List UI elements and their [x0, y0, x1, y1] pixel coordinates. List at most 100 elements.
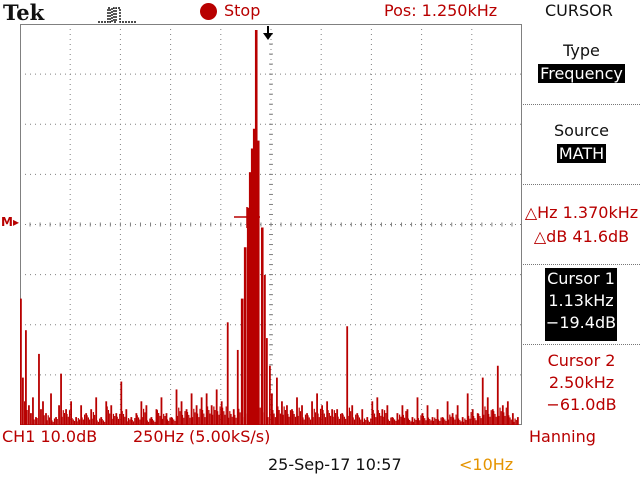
spectrum-bar [220, 401, 223, 425]
trigger-frequency: <10Hz [459, 455, 514, 474]
spectrum-noise [222, 407, 224, 425]
spectrum-noise [204, 417, 206, 425]
spectrum-noise [231, 416, 233, 425]
spectrum-bar [376, 397, 379, 425]
cursor-crosshair-icon[interactable] [234, 207, 260, 228]
spectrum-bar [120, 381, 123, 425]
spectrum-noise [508, 415, 510, 425]
spectrum-noise [84, 414, 86, 425]
spectrum-noise [460, 421, 462, 425]
spectrum-noise [430, 420, 432, 425]
spectrum-bar [371, 401, 374, 425]
spectrum-noise [76, 421, 78, 425]
spectrum-noise [473, 415, 475, 425]
spectrum-noise [277, 406, 279, 425]
spectrum-noise [439, 420, 441, 425]
span-readout: 250Hz (5.00kS/s) [133, 427, 271, 446]
spectrum-noise [56, 418, 58, 425]
spectrum-noise [136, 415, 138, 425]
spectrum-noise [429, 418, 431, 425]
spectrum-noise [375, 417, 377, 425]
source-button[interactable]: MATH [523, 144, 640, 163]
spectrum-noise [488, 413, 490, 425]
spectrum-noise [393, 419, 396, 425]
spectrum-bar [431, 417, 434, 425]
spectrum-noise [373, 413, 376, 425]
spectrum-noise [510, 419, 512, 425]
spectrum-bar [260, 227, 264, 425]
spectrum-noise [116, 416, 118, 425]
spectrum-noise [119, 413, 121, 425]
spectrum-noise [96, 420, 98, 425]
spectrum-bar [110, 405, 113, 425]
type-value[interactable]: Frequency [538, 64, 625, 83]
spectrum-noise [111, 418, 113, 425]
spectrum-noise [288, 416, 290, 425]
graticule [20, 24, 522, 425]
spectrum-noise [515, 419, 517, 425]
spectrum-bar [286, 405, 288, 425]
spectrum-bar [366, 417, 369, 425]
spectrum-noise [292, 411, 294, 425]
spectrum-noise [48, 417, 51, 425]
spectrum-noise [273, 413, 275, 425]
spectrum-bar [58, 405, 60, 425]
spectrum-bar [38, 353, 40, 425]
spectrum-noise [217, 411, 219, 425]
spectrum-bar [35, 417, 37, 425]
brand-logo: Tek [3, 0, 45, 25]
spectrum-noise [131, 419, 133, 425]
spectrum-noise [353, 419, 356, 425]
spectrum-noise [342, 414, 344, 425]
spectrum-noise [112, 413, 115, 425]
spectrum-noise [224, 414, 226, 425]
spectrum-noise [382, 416, 384, 425]
spectrum-noise [78, 419, 81, 425]
run-state[interactable]: Stop [224, 1, 261, 20]
spectrum-noise [500, 411, 502, 425]
spectrum-noise [219, 406, 221, 425]
spectrum-noise [279, 413, 281, 425]
spectrum-noise [208, 409, 210, 425]
spectrum-noise [360, 419, 362, 425]
spectrum-noise [377, 410, 379, 425]
spectrum-bar [130, 417, 133, 425]
spectrum-bar [240, 298, 244, 425]
spectrum-bar [28, 405, 30, 425]
spectrum-noise [352, 417, 354, 425]
spectrum-noise [322, 409, 324, 425]
spectrum-bar [248, 172, 252, 425]
spectrum-noise [419, 420, 421, 425]
spectrum-noise [312, 417, 314, 425]
spectrum-noise [338, 418, 340, 425]
spectrum-bar [90, 409, 93, 425]
source-value[interactable]: MATH [556, 144, 607, 163]
spectrum-noise [350, 411, 352, 425]
spectrum-noise [159, 415, 161, 425]
spectrum-noise [154, 421, 156, 425]
spectrum-noise [414, 418, 416, 425]
spectrum-noise [355, 414, 357, 425]
spectrum-noise [417, 418, 420, 425]
type-button[interactable]: Frequency [523, 64, 640, 83]
cursor2-label[interactable]: Cursor 2 [547, 351, 616, 370]
spectrum-noise [179, 411, 181, 425]
spectrum-noise [101, 418, 103, 425]
menu-divider [523, 264, 640, 265]
spectrum-bar [50, 393, 52, 425]
spectrum-noise [309, 419, 312, 425]
spectrum-bar [254, 30, 258, 425]
spectrum-noise [161, 418, 164, 425]
spectrum-noise [332, 416, 334, 425]
spectrum-noise [201, 409, 204, 425]
spectrum-noise [468, 415, 470, 425]
spectrum-noise [184, 411, 186, 425]
spectrum-noise [383, 410, 386, 425]
spectrum-noise [489, 416, 491, 425]
spectrum-trace [20, 30, 519, 425]
spectrum-bar [243, 247, 247, 425]
spectrum-noise [397, 419, 399, 425]
spectrum-noise [124, 416, 126, 425]
cursor1-button[interactable]: Cursor 1 1.13kHz −19.4dB [545, 268, 617, 341]
spectrum-noise [129, 419, 131, 425]
